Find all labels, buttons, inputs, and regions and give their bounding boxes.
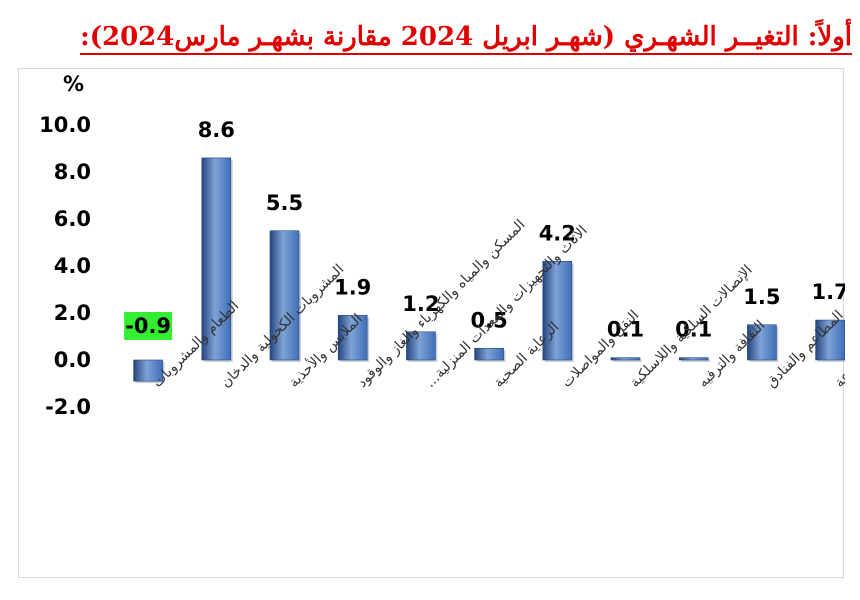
- data-label: 8.6: [198, 118, 235, 142]
- bar-shadow: [613, 359, 642, 362]
- chart-title: أولاً: التغيــر الشهـري (شهـر ابريل 2024…: [2, 22, 852, 55]
- y-tick-label: 10.0: [39, 113, 91, 137]
- category-label: الإتصالات السلكية واللاسلكية: [627, 262, 756, 391]
- y-tick-label: 0.0: [54, 348, 91, 372]
- data-label: 1.5: [743, 285, 780, 309]
- bar: [815, 319, 845, 361]
- data-label: 0.1: [675, 318, 712, 342]
- data-label: 4.2: [539, 221, 576, 245]
- bar: [542, 261, 573, 361]
- bar-chart: % 10.0 8.0 6.0 4.0 2.0 0.0 -2.0 -0.9 8.6 5.5 1.9 1…: [39, 72, 845, 419]
- bar: [133, 359, 163, 382]
- data-label: 1.7: [811, 280, 845, 304]
- bar: [747, 324, 777, 361]
- bar-shadow: [681, 359, 711, 362]
- data-label: -0.9: [125, 314, 171, 338]
- y-tick-label: 6.0: [54, 207, 91, 231]
- data-label: 0.5: [470, 308, 507, 332]
- bar: [610, 357, 641, 361]
- y-tick-label: 4.0: [54, 254, 91, 278]
- data-label: 1.2: [402, 292, 439, 316]
- chart-frame: % 10.0 8.0 6.0 4.0 2.0 0.0 -2.0 -0.9 8.6 5.5 1.9 1…: [18, 68, 845, 578]
- data-label: 0.1: [607, 318, 644, 342]
- bar: [474, 347, 504, 361]
- data-label: 5.5: [266, 191, 303, 215]
- bar: [678, 357, 709, 361]
- data-label: 1.9: [334, 275, 371, 299]
- bar: [337, 315, 368, 361]
- y-axis-unit: %: [63, 72, 84, 96]
- y-tick-label: 2.0: [54, 301, 91, 325]
- y-tick-label: 8.0: [54, 160, 91, 184]
- bar: [269, 230, 300, 361]
- bar: [201, 157, 232, 361]
- y-tick-label: -2.0: [45, 395, 91, 419]
- highlight-label-bg: [124, 312, 173, 340]
- bar: [406, 331, 436, 361]
